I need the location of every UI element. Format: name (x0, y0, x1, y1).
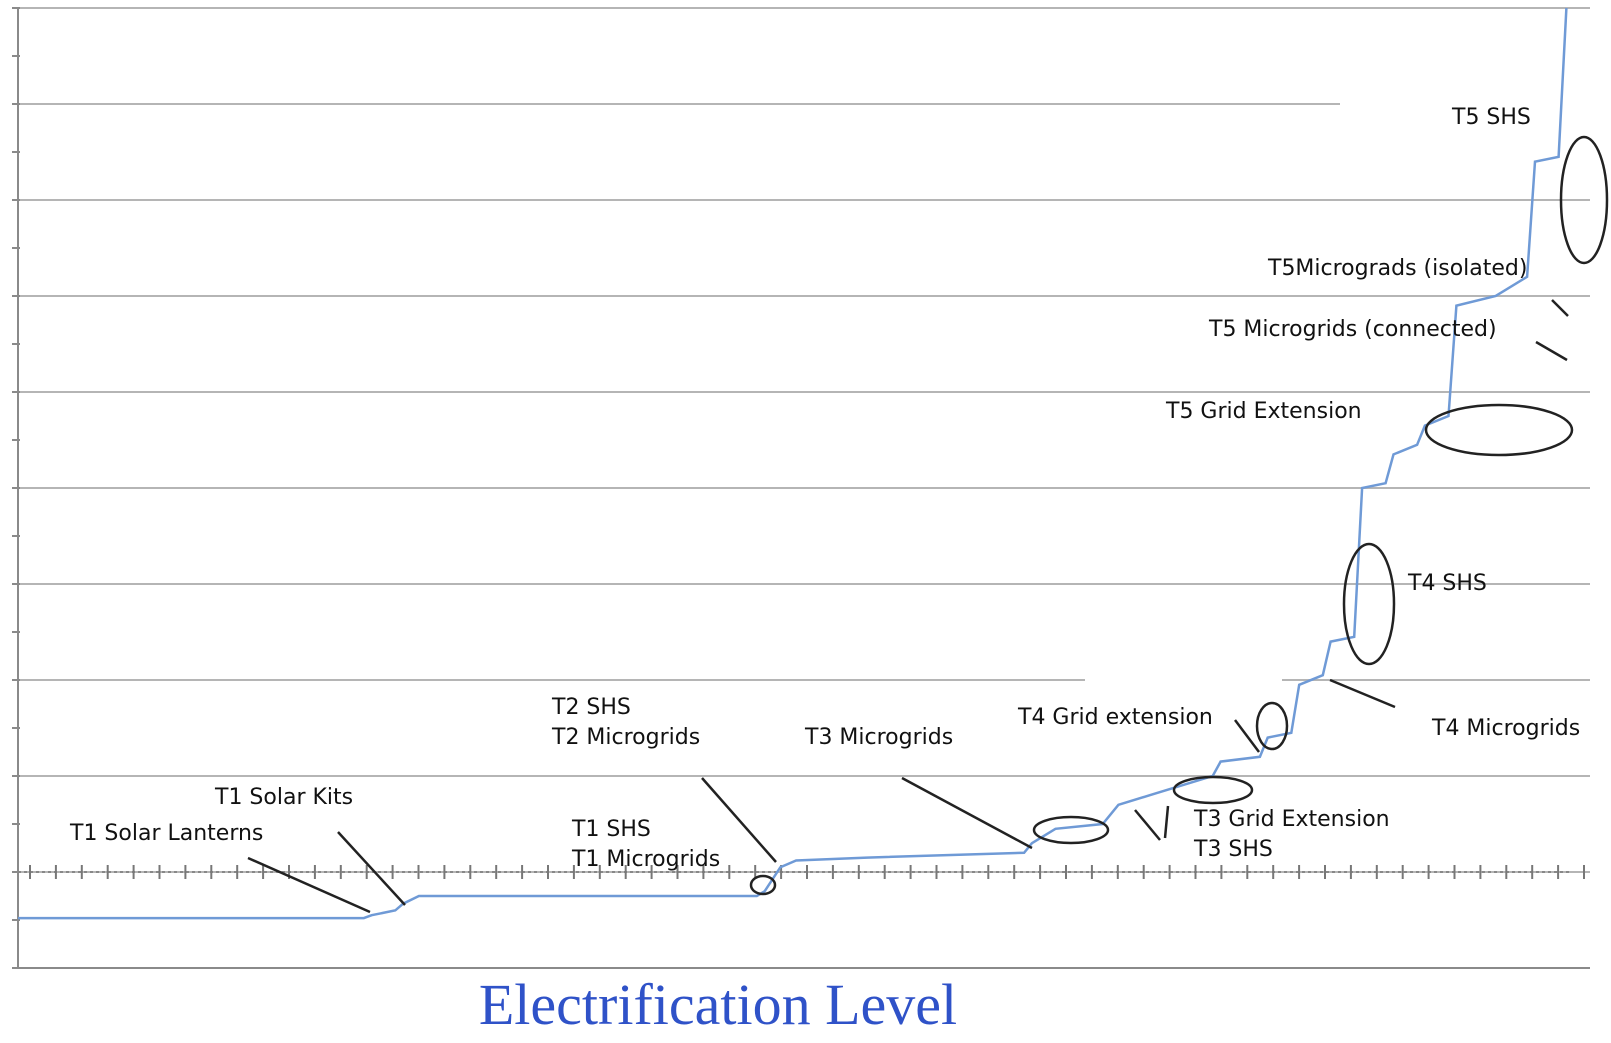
cluster-ellipse (1342, 542, 1396, 666)
annotation-leader (1134, 809, 1161, 841)
annotation-leader (1234, 719, 1260, 753)
annotation-label: T1 Microgrids (571, 847, 720, 872)
annotation-leader (247, 856, 371, 914)
annotation-label: T4 SHS (1407, 571, 1487, 596)
annotation-label: T5 SHS (1451, 105, 1531, 130)
annotation-label: T3 Grid Extension (1193, 807, 1390, 832)
annotation-label: T3 Microgrids (804, 725, 953, 750)
annotation-label: T5 Grid Extension (1165, 399, 1362, 424)
annotation-label: T5 Microgrids (connected) (1208, 317, 1497, 342)
cluster-ellipse (1172, 775, 1254, 805)
cluster-ellipse (1032, 815, 1110, 845)
annotation-leader (1329, 678, 1396, 709)
annotation-label: T1 Solar Lanterns (69, 821, 263, 846)
cluster-ellipse (749, 874, 777, 896)
data-line (18, 7, 1568, 920)
cluster-ellipse (1424, 403, 1574, 457)
cluster-ellipse (1255, 701, 1289, 751)
annotation-label: T4 Grid extension (1017, 705, 1213, 730)
annotation-leader (901, 776, 1033, 850)
annotation-label: T3 SHS (1193, 837, 1273, 862)
annotation-label: T2 Microgrids (551, 725, 700, 750)
annotation-leader (1163, 805, 1170, 839)
annotation-leader (1551, 299, 1569, 317)
x-axis-label: Electrification Level (479, 972, 957, 1037)
annotation-leader (701, 777, 777, 863)
annotation-label: T4 Microgrids (1431, 716, 1580, 741)
annotation-leader (337, 831, 406, 906)
annotation-label: T5Micrograds (isolated) (1267, 256, 1527, 281)
annotation-label: T1 Solar Kits (214, 785, 353, 810)
annotation-label: T1 SHS (571, 817, 651, 842)
cluster-ellipse (1559, 135, 1609, 265)
annotation-leader (1535, 340, 1568, 362)
annotation-label: T2 SHS (551, 695, 631, 720)
